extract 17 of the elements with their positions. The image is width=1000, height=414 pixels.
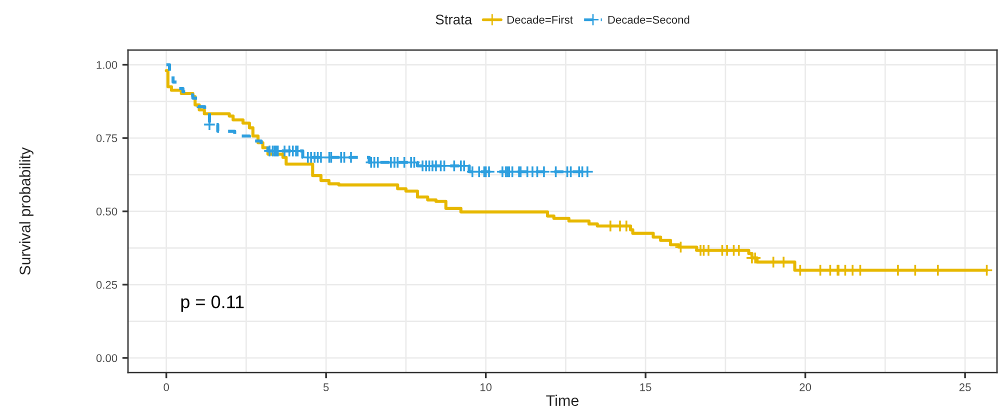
x-tick-label: 10 [480, 383, 492, 392]
annotation: p = 0.11 [181, 295, 244, 312]
y-tick-label: 1.00 [96, 61, 118, 69]
x-tick-label: 5 [323, 383, 329, 392]
legend-label: Decade=Second [608, 16, 690, 24]
x-tick-label: 25 [959, 383, 971, 392]
legend-title: Strata [436, 14, 472, 24]
y-axis-title: Survival probability [19, 147, 34, 275]
x-axis-title: Time [546, 394, 579, 406]
y-tick-label: 0.50 [96, 208, 118, 216]
x-tick-label: 20 [800, 383, 812, 392]
x-tick-label: 0 [164, 383, 169, 392]
y-tick-label: 0.25 [96, 280, 118, 289]
y-tick-label: 0.00 [96, 354, 118, 362]
y-tick-label: 0.75 [96, 134, 118, 142]
x-tick-label: 15 [640, 383, 652, 392]
legend-label: Decade=First [508, 16, 573, 24]
